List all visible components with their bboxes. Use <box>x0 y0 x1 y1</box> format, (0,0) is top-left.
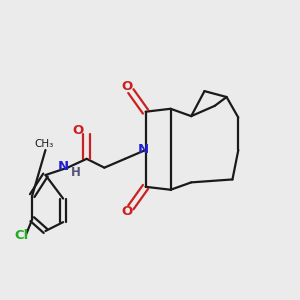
Text: N: N <box>58 160 69 173</box>
Text: O: O <box>122 80 133 93</box>
Text: CH₃: CH₃ <box>34 139 54 148</box>
Text: O: O <box>122 205 133 218</box>
Text: H: H <box>71 167 81 179</box>
Text: N: N <box>138 143 149 157</box>
Text: O: O <box>73 124 84 137</box>
Text: Cl: Cl <box>15 229 29 242</box>
